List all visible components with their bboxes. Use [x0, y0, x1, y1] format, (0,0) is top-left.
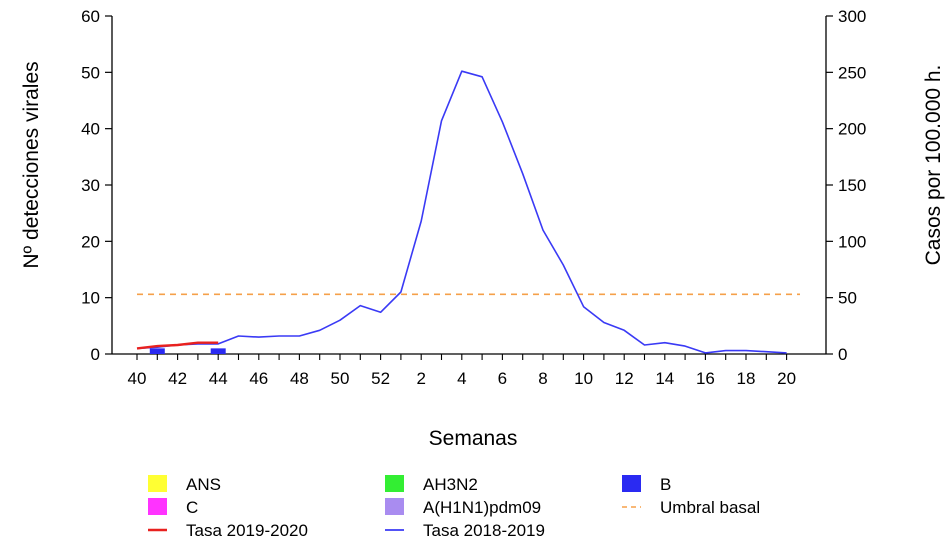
- x-tick-label: 42: [168, 369, 187, 388]
- legend-label-b: B: [660, 475, 671, 494]
- left-axis-ticks: 0 10 20 30 40 50 60: [81, 7, 112, 364]
- series-lines: [136, 70, 787, 354]
- y-axis-left-title: Nº detecciones virales: [20, 61, 43, 268]
- x-axis-title: Semanas: [429, 427, 518, 450]
- legend-label-umbral-basal: Umbral basal: [660, 498, 760, 517]
- legend-swatch-b: [622, 475, 641, 492]
- y-right-tick-label: 100: [838, 232, 866, 251]
- legend-label-c: C: [186, 498, 198, 517]
- legend-label-tasa-2018-2019: Tasa 2018-2019: [423, 521, 545, 540]
- x-tick-label: 2: [416, 369, 425, 388]
- x-tick-label: 52: [371, 369, 390, 388]
- y-right-tick-label: 300: [838, 7, 866, 26]
- x-tick-label: 16: [696, 369, 715, 388]
- legend: ANS AH3N2 B C A(H1N1)pdm09 Umbral basal Tasa 2…: [148, 475, 760, 540]
- x-tick-label: 50: [331, 369, 350, 388]
- right-axis-ticks: 0 50 100 150 200 250 300: [826, 7, 866, 364]
- bar-b-week-41: [149, 348, 165, 354]
- y-left-tick-label: 10: [81, 289, 100, 308]
- y-left-tick-label: 30: [81, 176, 100, 195]
- x-tick-label: 14: [655, 369, 674, 388]
- x-tick-label: 46: [249, 369, 268, 388]
- legend-swatch-a-h1n1-pdm09: [385, 498, 404, 515]
- y-right-tick-label: 50: [838, 289, 857, 308]
- x-axis-ticks: 40 42 44 46 48 50 52 2 4 6 8 10 12 14 16 18 20: [128, 354, 796, 388]
- y-left-tick-label: 0: [91, 345, 100, 364]
- x-tick-label: 12: [615, 369, 634, 388]
- x-tick-label: 20: [777, 369, 796, 388]
- x-tick-label: 4: [457, 369, 466, 388]
- y-right-tick-label: 200: [838, 120, 866, 139]
- legend-swatch-c: [148, 498, 167, 515]
- y-left-tick-label: 40: [81, 120, 100, 139]
- y-left-tick-label: 60: [81, 7, 100, 26]
- y-right-tick-label: 150: [838, 176, 866, 195]
- x-tick-label: 18: [737, 369, 756, 388]
- legend-swatch-ah3n2: [385, 475, 404, 492]
- x-tick-label: 6: [498, 369, 507, 388]
- y-right-tick-label: 250: [838, 63, 866, 82]
- x-tick-label: 10: [574, 369, 593, 388]
- legend-swatch-ans: [148, 475, 167, 492]
- legend-label-ah3n2: AH3N2: [423, 475, 478, 494]
- y-left-tick-label: 20: [81, 232, 100, 251]
- x-tick-label: 44: [209, 369, 228, 388]
- axes: [111, 16, 827, 355]
- bar-b-week-44: [210, 348, 226, 354]
- y-axis-right-title: Casos por 100.000 h.: [922, 65, 945, 266]
- bars: [149, 348, 226, 354]
- legend-label-ans: ANS: [186, 475, 221, 494]
- series-line-2018-2019: [136, 70, 787, 354]
- legend-label-tasa-2019-2020: Tasa 2019-2020: [186, 521, 308, 540]
- y-right-tick-label: 0: [838, 345, 847, 364]
- x-tick-label: 8: [538, 369, 547, 388]
- series-line-2019-2020: [136, 341, 219, 350]
- y-left-tick-label: 50: [81, 63, 100, 82]
- legend-label-a-h1n1-pdm09: A(H1N1)pdm09: [423, 498, 541, 517]
- x-tick-label: 40: [128, 369, 147, 388]
- x-tick-label: 48: [290, 369, 309, 388]
